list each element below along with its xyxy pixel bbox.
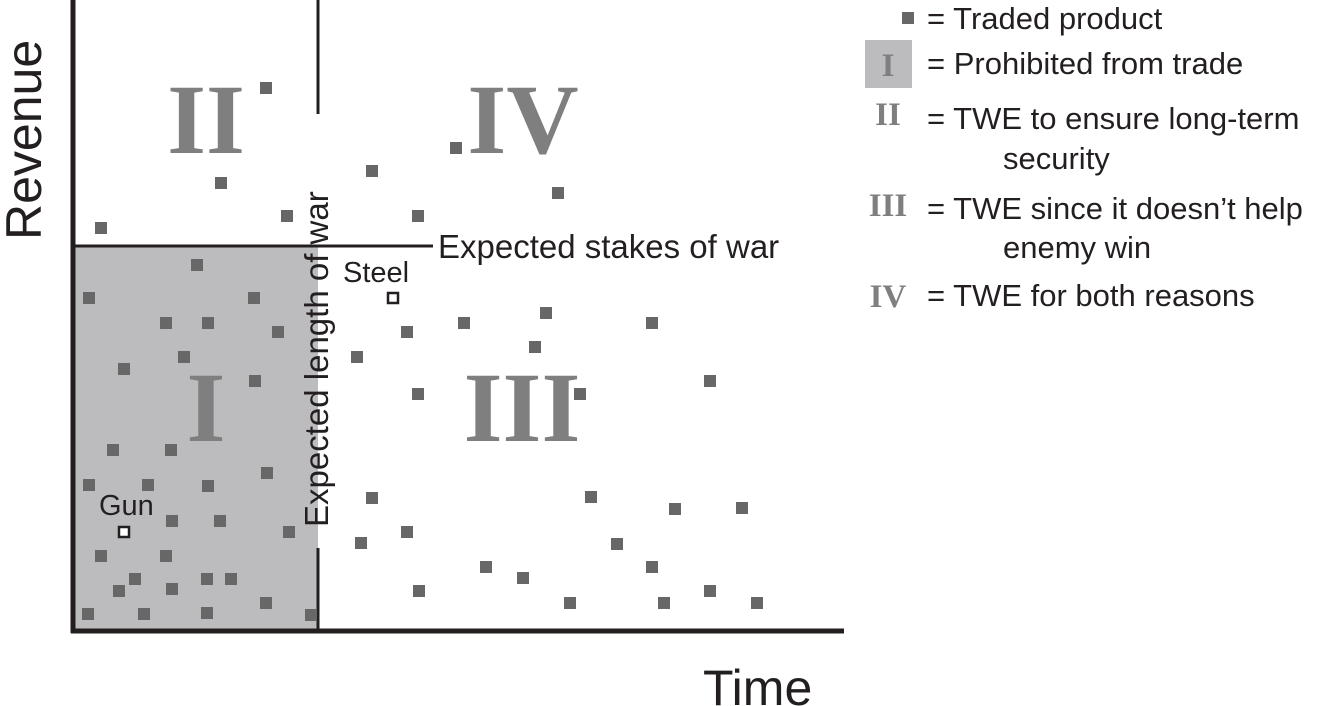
traded-product-marker (129, 573, 141, 585)
legend-ii-key: II (875, 97, 901, 133)
traded-product-marker (552, 187, 564, 199)
traded-product-marker (751, 597, 763, 609)
traded-product-marker (142, 479, 154, 491)
traded-product-marker (178, 351, 190, 363)
legend-ii-text-2: security (1003, 141, 1110, 176)
traded-product-marker (412, 388, 424, 400)
traded-product-marker (401, 526, 413, 538)
traded-product-marker (529, 341, 541, 353)
traded-product-marker (261, 467, 273, 479)
traded-product-marker (704, 375, 716, 387)
traded-product-marker (450, 142, 462, 154)
traded-product-marker (458, 317, 470, 329)
traded-product-marker (366, 165, 378, 177)
prohibited-region (73, 246, 318, 631)
traded-product-marker (366, 492, 378, 504)
steel-label: Steel (343, 257, 409, 289)
traded-product-marker (225, 573, 237, 585)
traded-product-marker (165, 444, 177, 456)
traded-product-marker (95, 222, 107, 234)
stakes-threshold-label: Expected stakes of war (438, 228, 779, 265)
traded-product-marker (215, 177, 227, 189)
region-iv-label: IV (467, 64, 578, 175)
traded-product-marker (82, 608, 94, 620)
traded-product-marker (160, 317, 172, 329)
legend: = Traded product I = Prohibited from tra… (865, 1, 1303, 315)
traded-product-marker (83, 292, 95, 304)
traded-product-marker (646, 317, 658, 329)
traded-product-marker (201, 607, 213, 619)
traded-product-marker (166, 583, 178, 595)
traded-product-marker (281, 210, 293, 222)
y-axis-label: Revenue (0, 40, 52, 240)
traded-product-marker (214, 515, 226, 527)
traded-product-marker (283, 526, 295, 538)
traded-product-marker (480, 561, 492, 573)
traded-product-marker (202, 480, 214, 492)
traded-product-marker (564, 597, 576, 609)
legend-prohibited-swatch (865, 40, 912, 88)
traded-product-marker (107, 444, 119, 456)
traded-product-marker (113, 585, 125, 597)
traded-product-marker (248, 292, 260, 304)
steel-marker (386, 291, 400, 305)
traded-product-markers (82, 82, 763, 621)
traded-product-marker (355, 537, 367, 549)
legend-iv-key: IV (870, 279, 907, 315)
legend-traded-text: = Traded product (927, 1, 1163, 36)
gun-label: Gun (99, 490, 154, 522)
legend-prohibited-text: = Prohibited from trade (927, 46, 1243, 81)
traded-product-marker (191, 259, 203, 271)
traded-product-marker (83, 479, 95, 491)
traded-product-marker (574, 388, 586, 400)
traded-product-marker (95, 550, 107, 562)
region-iii-label: III (464, 352, 581, 463)
traded-product-marker (704, 585, 716, 597)
traded-product-marker (585, 491, 597, 503)
traded-product-marker (736, 502, 748, 514)
traded-product-marker (401, 326, 413, 338)
legend-iii-text-1: = TWE since it doesn’t help (927, 191, 1303, 226)
traded-product-marker (272, 326, 284, 338)
traded-product-marker (305, 609, 317, 621)
legend-prohibited-key: I (882, 48, 895, 84)
traded-product-marker (540, 307, 552, 319)
traded-product-marker (166, 515, 178, 527)
region-ii-label: II (167, 64, 245, 175)
traded-product-marker (118, 363, 130, 375)
traded-product-marker (611, 538, 623, 550)
traded-product-marker (413, 585, 425, 597)
traded-product-marker (160, 550, 172, 562)
traded-product-marker (646, 561, 658, 573)
traded-product-marker (249, 375, 261, 387)
traded-product-marker (669, 503, 681, 515)
legend-traded-marker (902, 12, 914, 24)
x-axis-label: Time (703, 660, 812, 706)
region-i-label: I (187, 352, 226, 463)
traded-product-marker (260, 82, 272, 94)
legend-iii-text-2: enemy win (1003, 230, 1151, 265)
traded-product-marker (412, 210, 424, 222)
legend-iv-text: = TWE for both reasons (927, 278, 1255, 313)
traded-product-marker (260, 597, 272, 609)
legend-ii-text-1: = TWE to ensure long-term (927, 101, 1299, 136)
traded-product-marker (138, 608, 150, 620)
traded-product-marker (658, 597, 670, 609)
traded-product-marker (202, 317, 214, 329)
legend-iii-key: III (869, 188, 908, 224)
traded-product-marker (517, 572, 529, 584)
traded-product-marker (201, 573, 213, 585)
traded-product-marker (351, 351, 363, 363)
length-threshold-label: Expected length of war (298, 191, 335, 527)
gun-marker (117, 525, 131, 539)
